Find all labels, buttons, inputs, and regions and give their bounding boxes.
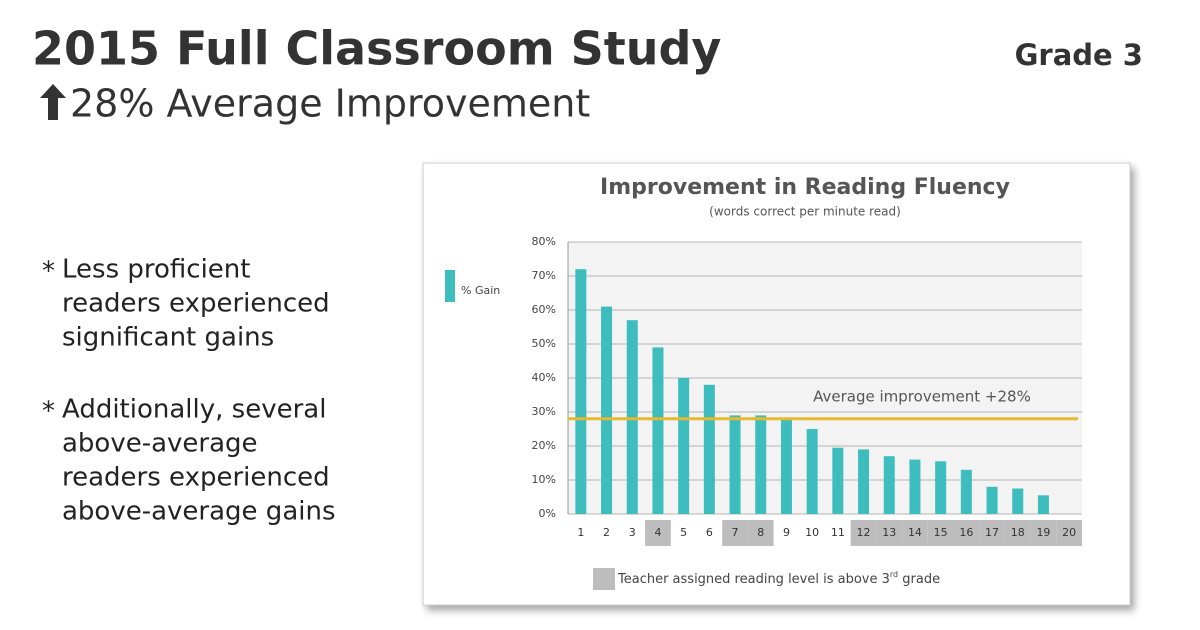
- slide-title: 2015 Full Classroom Study: [32, 22, 721, 76]
- y-tick-label: 70%: [532, 269, 556, 282]
- highlight-box: [1004, 520, 1031, 546]
- chart: Improvement in Reading Fluency (words cor…: [445, 175, 1082, 590]
- chart-subtitle: (words correct per minute read): [709, 205, 901, 219]
- highlight-box: [850, 520, 877, 546]
- y-tick-label: 60%: [532, 303, 556, 316]
- highlight-box: [722, 520, 748, 546]
- x-tick-label: 20: [1062, 526, 1076, 539]
- y-tick-label: 50%: [532, 337, 556, 350]
- x-tick-label: 11: [831, 526, 845, 539]
- highlight-legend-part: rd: [890, 570, 898, 579]
- highlight-legend: Teacher assigned reading level is above …: [617, 570, 940, 587]
- x-tick-label: 19: [1036, 526, 1050, 539]
- bar: [626, 320, 638, 514]
- x-tick-label: 4: [654, 526, 661, 539]
- x-tick-label: 17: [985, 526, 999, 539]
- x-tick-label: 3: [629, 526, 636, 539]
- highlight-box: [876, 520, 903, 546]
- highlight-swatch: [593, 568, 615, 590]
- bar: [601, 306, 613, 514]
- x-tick-label: 14: [908, 526, 922, 539]
- highlight-box: [902, 520, 928, 546]
- bullet-text: readers experienced: [62, 289, 330, 319]
- up-arrow: [40, 84, 66, 120]
- bar: [960, 469, 972, 514]
- bar: [806, 429, 818, 514]
- y-tick-label: 80%: [532, 235, 556, 248]
- highlight-legend-part: Teacher assigned reading level is above …: [617, 572, 890, 587]
- average-label: Average improvement +28%: [813, 387, 1031, 405]
- bar: [678, 378, 690, 514]
- bullet-text: above-average gains: [62, 497, 336, 527]
- bar: [1037, 495, 1049, 514]
- chart-title: Improvement in Reading Fluency: [600, 175, 1010, 200]
- bullet-marker: *: [42, 257, 55, 287]
- bullet-marker: *: [42, 397, 55, 427]
- bar: [729, 415, 741, 514]
- legend-label: % Gain: [461, 284, 500, 297]
- bullet-text: significant gains: [62, 323, 274, 353]
- bullet-text: readers experienced: [62, 463, 330, 493]
- bar: [755, 415, 767, 514]
- grade: Grade 3: [1015, 38, 1143, 72]
- x-tick-label: 8: [757, 526, 764, 539]
- legend-swatch: [445, 270, 455, 302]
- slide-subtitle: 28% Average Improvement: [70, 82, 590, 126]
- y-tick-label: 0%: [539, 507, 556, 520]
- highlight-box: [927, 520, 954, 546]
- highlight-box: [645, 520, 671, 546]
- bullet-text: above-average: [62, 429, 258, 459]
- x-tick-label: 12: [857, 526, 871, 539]
- highlight-legend-part: grade: [898, 572, 940, 587]
- bar: [780, 418, 792, 514]
- bar: [703, 384, 715, 514]
- highlight-box: [979, 520, 1005, 546]
- x-tick-label: 18: [1011, 526, 1025, 539]
- x-tick-label: 2: [603, 526, 610, 539]
- y-tick-label: 30%: [532, 405, 556, 418]
- highlight-box: [747, 520, 774, 546]
- bar: [883, 456, 895, 514]
- y-tick-label: 40%: [532, 371, 556, 384]
- x-tick-label: 10: [805, 526, 819, 539]
- bar: [652, 347, 664, 514]
- bullet-text: Less proficient: [62, 255, 250, 285]
- highlight-box: [1056, 520, 1082, 546]
- bar: [858, 449, 870, 514]
- x-tick-label: 5: [680, 526, 687, 539]
- bar: [986, 486, 998, 514]
- bar: [575, 269, 587, 514]
- x-tick-label: 13: [882, 526, 896, 539]
- highlight-box: [953, 520, 980, 546]
- x-tick-label: 7: [732, 526, 739, 539]
- y-tick-label: 20%: [532, 439, 556, 452]
- bar: [909, 459, 921, 514]
- x-tick-label: 1: [577, 526, 584, 539]
- bullet-text: Additionally, several: [62, 395, 326, 425]
- x-tick-label: 9: [783, 526, 790, 539]
- y-tick-label: 10%: [532, 473, 556, 486]
- highlight-box: [1030, 520, 1057, 546]
- x-tick-label: 16: [959, 526, 973, 539]
- bar: [1012, 488, 1024, 514]
- x-tick-label: 15: [934, 526, 948, 539]
- x-tick-label: 6: [706, 526, 713, 539]
- bar: [832, 447, 844, 514]
- bar: [935, 461, 947, 514]
